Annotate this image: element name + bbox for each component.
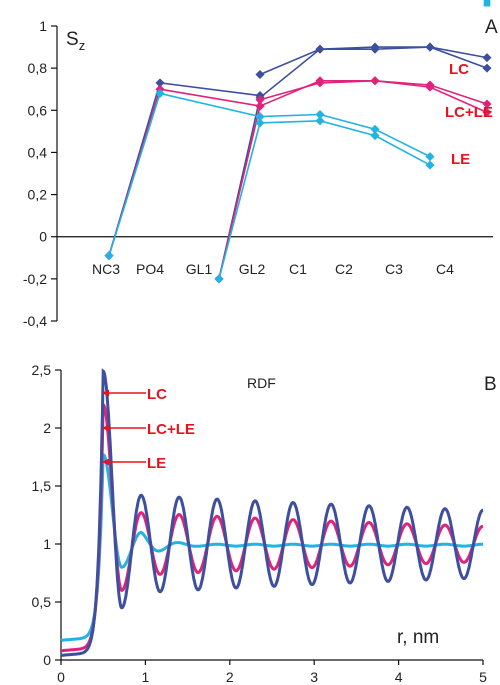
panel-b-rdf-curve [60,368,484,657]
panel-b-label-lc-le: LC+LE [147,421,195,438]
panel-a-label-lc: LC [449,61,469,78]
panel-b-letter: B [484,374,497,395]
panel-a-data-point [482,53,492,63]
panel-a-data-point [255,69,265,79]
panel-b-title: RDF [247,375,276,391]
panel-a-data-point [370,76,380,86]
panel-a-data-point [370,44,380,54]
panel-a-series-line [218,79,488,280]
panel-a-data-point [315,109,325,120]
panel-b-y-tick-label: 0 [43,652,51,668]
panel-a-data-point [370,124,380,134]
panel-a-data-point [155,88,165,98]
panel-a-y-label-subscript: z [79,38,86,53]
panel-a-series-line [108,88,261,256]
panel-a-category-label: PO4 [136,261,164,277]
panel-a-data-point [155,78,165,88]
panel-b-x-tick-label: 1 [142,669,150,685]
panel-a-series-line [218,46,488,280]
panel-a-y-tick-label: 0,8 [28,60,48,76]
panel-b-arrow-lc-le-head [102,424,109,432]
panel-a-data-point [255,112,265,122]
panel-b-x-tick-label: 3 [310,669,318,685]
panel-a-letter: A [485,17,498,38]
panel-a-category-label: C1 [289,261,307,277]
panel-a-data-point [315,44,325,54]
panel-b-x-label: r, nm [397,627,439,648]
panel-a-data-point [482,63,492,73]
panel-a-category-label: GL1 [186,261,213,277]
panel-b-arrow-le-head [102,458,109,466]
panel-a-category-label: C4 [436,261,454,277]
panel-a-data-point [425,80,435,90]
panel-b-x-tick-label: 0 [57,669,65,685]
panel-a-series-line [108,82,261,256]
panel-a-data-point [214,274,224,284]
panel-a-label-le: LE [451,151,470,168]
panel-a-series-line [259,113,431,158]
panel-b-y-tick-label: 2 [43,420,51,436]
panel-b-x-tick-label: 4 [395,669,403,685]
panel-b-y-tick-label: 0,5 [32,594,52,610]
panel-b-y-tick-label: 1,5 [32,478,52,494]
panel-a-data-point [425,152,435,162]
panel-b-y-tick-label: 2,5 [32,362,52,378]
panel-a-y-tick-label: 1 [39,18,47,34]
panel-a-y-tick-label: -0,2 [23,271,47,287]
panel-a-y-tick-label: -0,4 [23,313,47,329]
panel-a-category-label: GL2 [239,261,266,277]
panel-b-x-tick-label: 2 [226,669,234,685]
panel-a-data-point [315,116,325,126]
panel-a-data-point [255,95,265,105]
panel-a-y-tick-label: 0,2 [28,187,48,203]
panel-b-rdf-curve [61,402,484,653]
panel-a-data-point [483,0,491,7]
panel-b-y-tick-label: 1 [43,536,51,552]
panel-a-y-tick-label: 0,4 [28,144,48,160]
panel-a-y-tick-label: 0 [39,229,47,245]
panel-a-category-label: C3 [385,261,403,277]
panel-b-rdf-curve [60,452,483,642]
panel-a-category-label: C2 [335,261,353,277]
panel-b-x-tick-label: 5 [479,669,487,685]
panel-a-label-lc-le: LC+LE [445,104,493,121]
panel-a-data-point [255,101,265,111]
panel-a-y-label: Sz [66,29,85,53]
panel-a-y-tick-label: 0,6 [28,102,48,118]
panel-a-series-line [108,92,261,256]
panel-b-arrow-lc-head [102,389,109,397]
panel-a-data-point [104,251,114,261]
panel-a-data-point [425,42,435,52]
panel-b-label-lc: LC [147,386,167,403]
panel-a-data-point [425,160,435,170]
panel-a-category-label: NC3 [92,261,120,277]
panel-b-label-le: LE [147,455,166,472]
